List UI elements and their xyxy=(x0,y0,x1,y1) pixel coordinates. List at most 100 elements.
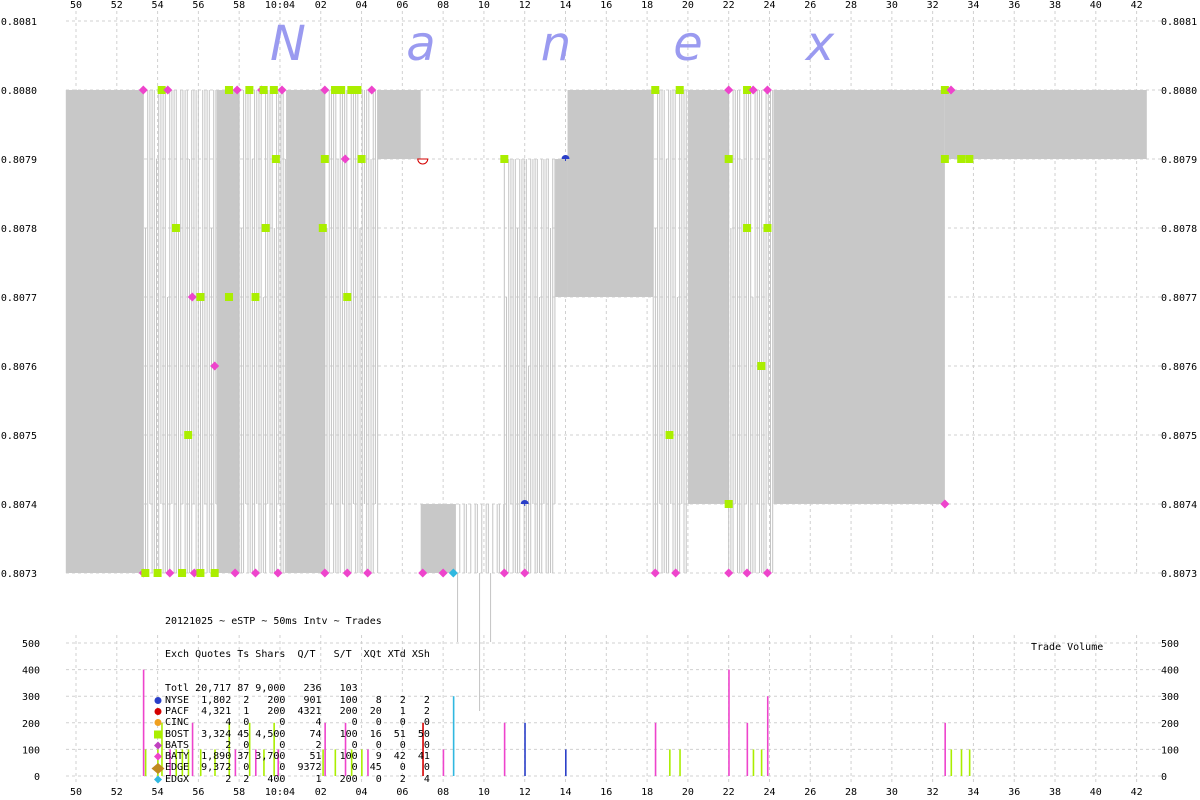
nbbo-segment xyxy=(944,90,1147,159)
legend-row-text: Totl 20,717 87 9,000 236 103 xyxy=(165,683,358,695)
trade-marker-bost xyxy=(940,86,949,94)
trade-marker-baty xyxy=(724,568,734,578)
x-tick-label-bottom: 28 xyxy=(845,787,857,798)
trade-marker-baty xyxy=(165,568,175,578)
trade-marker-bost xyxy=(331,86,340,94)
trade-marker-baty xyxy=(946,85,956,95)
x-tick-label-top: 56 xyxy=(192,0,204,11)
y-tick-label-right: 0.8079 xyxy=(1161,155,1197,166)
nbbo-flicker-segment xyxy=(238,90,286,573)
volume-bar xyxy=(322,749,324,776)
x-tick-label-bottom: 08 xyxy=(437,787,449,798)
x-tick-label-top: 18 xyxy=(641,0,653,11)
x-tick-label-bottom: 06 xyxy=(396,787,408,798)
trade-marker-bost xyxy=(763,224,772,232)
x-tick-label-top: 08 xyxy=(437,0,449,11)
volume-bar xyxy=(344,722,347,776)
volume-bar xyxy=(422,722,424,776)
trade-marker-bost xyxy=(318,224,327,232)
trade-marker-baty xyxy=(210,361,220,371)
trade-marker-bost xyxy=(651,86,660,94)
y-tick-label-left: 0.8077 xyxy=(1,293,37,304)
x-tick-label-bottom: 10 xyxy=(478,787,490,798)
x-tick-label-top: 34 xyxy=(967,0,979,11)
x-tick-label-top: 22 xyxy=(723,0,735,11)
y-tick-label-left: 0.8076 xyxy=(1,362,37,373)
volume-y-tick-left: 300 xyxy=(22,692,40,703)
trade-marker-bost xyxy=(337,86,346,94)
volume-bar xyxy=(503,722,506,776)
volume-bar xyxy=(214,749,216,776)
legend-row: CINC 4 0 0 4 0 0 0 0 xyxy=(150,717,430,728)
volume-bar xyxy=(524,722,526,776)
x-tick-label-top: 38 xyxy=(1049,0,1061,11)
volume-bar xyxy=(350,749,353,776)
trade-marker-bost xyxy=(261,224,270,232)
trade-marker-baty xyxy=(499,568,509,578)
volume-y-tick-right: 0 xyxy=(1161,772,1167,783)
legend-row: NYSE 1,802 2 200 901 100 8 2 2 xyxy=(150,695,430,706)
legend-header: Exch Quotes Ts Shars Q/T S/T XQt XTd XSh xyxy=(165,649,430,661)
y-tick-label-left: 0.8078 xyxy=(1,224,37,235)
trade-marker-bost xyxy=(347,86,356,94)
volume-bar xyxy=(187,749,190,776)
x-tick-label-bottom: 52 xyxy=(111,787,123,798)
x-tick-label-top: 50 xyxy=(70,0,82,11)
y-tick-label-left: 0.8081 xyxy=(1,17,37,28)
x-tick-label-top: 10:04 xyxy=(265,0,295,11)
legend-row-text: BOST 3,324 45 4,500 74 100 16 51 50 xyxy=(165,728,430,740)
volume-bar xyxy=(191,722,194,776)
trade-marker-bost xyxy=(320,155,329,163)
volume-bar xyxy=(181,749,184,776)
x-tick-label-top: 32 xyxy=(927,0,939,11)
volume-y-tick-left: 200 xyxy=(22,719,40,730)
watermark-letter: N xyxy=(270,16,306,72)
x-tick-label-bottom: 50 xyxy=(70,787,82,798)
volume-bar xyxy=(565,749,567,776)
x-tick-label-top: 04 xyxy=(356,0,368,11)
exchange-legend: 20121025 ~ eSTP ~ 50ms Intv ~ Trades Exc… xyxy=(150,593,430,796)
x-tick-label-bottom: 34 xyxy=(967,787,979,798)
volume-label: Trade Volume xyxy=(1031,642,1104,653)
trade-marker-nyse xyxy=(520,500,529,504)
watermark-letter: e xyxy=(673,16,703,72)
nbbo-flicker-segment xyxy=(142,90,217,573)
x-tick-label-bottom: 04 xyxy=(356,787,368,798)
legend-row-text: PACF 4,321 1 200 4321 200 20 1 2 xyxy=(165,705,430,717)
volume-bar xyxy=(968,749,971,776)
legend-symbol-icon xyxy=(150,751,165,762)
volume-bars xyxy=(142,669,971,776)
volume-bar xyxy=(334,749,337,776)
y-tick-label-right: 0.8076 xyxy=(1161,362,1197,373)
volume-bar xyxy=(728,669,730,776)
legend-row: EDGX 2 2 400 1 200 0 2 4 xyxy=(150,774,430,785)
trade-marker-baty xyxy=(320,568,330,578)
nbbo-spread-area xyxy=(65,90,1147,711)
volume-bar xyxy=(746,722,749,776)
volume-bar xyxy=(944,722,946,776)
x-tick-label-top: 26 xyxy=(804,0,816,11)
trade-marker-bost xyxy=(210,569,219,577)
volume-y-tick-left: 0 xyxy=(34,772,40,783)
volume-y-tick-right: 100 xyxy=(1161,745,1179,756)
watermark-letter: x xyxy=(804,16,835,72)
x-tick-label-bottom: 30 xyxy=(886,787,898,798)
legend-row: Totl 20,717 87 9,000 236 103 xyxy=(150,683,430,694)
volume-bar xyxy=(679,749,681,776)
trade-marker-bost xyxy=(251,293,260,301)
nbbo-segment xyxy=(567,90,654,297)
trade-marker-bost xyxy=(196,293,205,301)
x-tick-label-bottom: 18 xyxy=(641,787,653,798)
volume-bar xyxy=(199,749,202,776)
x-tick-label-top: 54 xyxy=(152,0,164,11)
volume-y-tick-right: 500 xyxy=(1161,639,1179,650)
nbbo-segment xyxy=(377,90,421,159)
volume-bar xyxy=(950,749,953,776)
trade-marker-baty xyxy=(520,568,530,578)
volume-bar xyxy=(248,722,251,776)
trade-marker-bost xyxy=(224,86,233,94)
y-tick-label-right: 0.8077 xyxy=(1161,293,1197,304)
